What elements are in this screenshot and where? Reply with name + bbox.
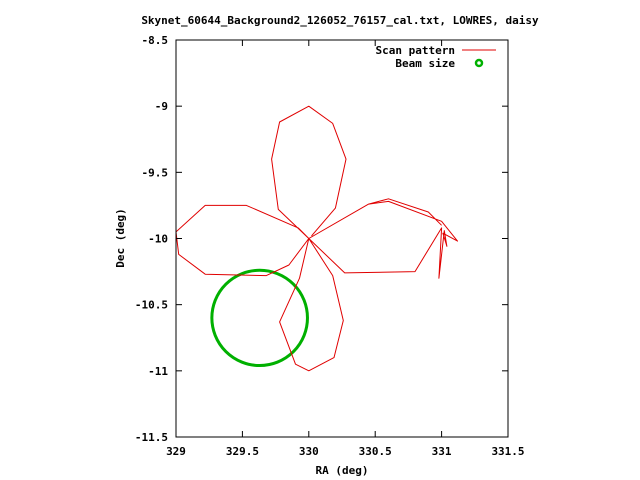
x-tick-label: 330 — [299, 445, 319, 458]
scan-pattern-line — [176, 105, 458, 372]
y-tick-label: -9 — [155, 100, 168, 113]
x-tick-label: 331.5 — [491, 445, 524, 458]
x-tick-label: 329 — [166, 445, 186, 458]
plot-area — [176, 105, 458, 372]
y-tick-label: -11.5 — [135, 431, 168, 444]
x-axis-label: RA (deg) — [316, 464, 369, 477]
y-tick-label: -10 — [148, 233, 168, 246]
chart-title: Skynet_60644_Background2_126052_76157_ca… — [141, 14, 539, 27]
y-tick-label: -10.5 — [135, 299, 168, 312]
legend-swatch-beam-size — [474, 58, 484, 68]
y-tick-label: -8.5 — [142, 34, 169, 47]
plot-frame — [175, 39, 509, 438]
legend-label-scan-pattern: Scan pattern — [376, 44, 455, 57]
y-axis: -8.5 -9 -9.5 -10 -10.5 -11 -11.5 — [135, 34, 508, 444]
x-tick-label: 331 — [432, 445, 452, 458]
x-tick-label: 330.5 — [359, 445, 392, 458]
y-axis-label: Dec (deg) — [114, 208, 127, 268]
legend-label-beam-size: Beam size — [395, 57, 455, 70]
legend: Scan pattern Beam size — [376, 44, 496, 70]
x-tick-label: 329.5 — [226, 445, 259, 458]
y-tick-label: -9.5 — [142, 166, 169, 179]
y-tick-label: -11 — [148, 365, 168, 378]
x-axis: 329 329.5 330 330.5 331 331.5 — [166, 40, 525, 458]
beam-size-circle — [210, 268, 309, 368]
